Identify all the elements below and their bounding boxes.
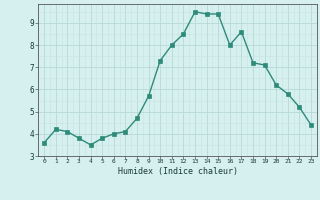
X-axis label: Humidex (Indice chaleur): Humidex (Indice chaleur) xyxy=(118,167,238,176)
